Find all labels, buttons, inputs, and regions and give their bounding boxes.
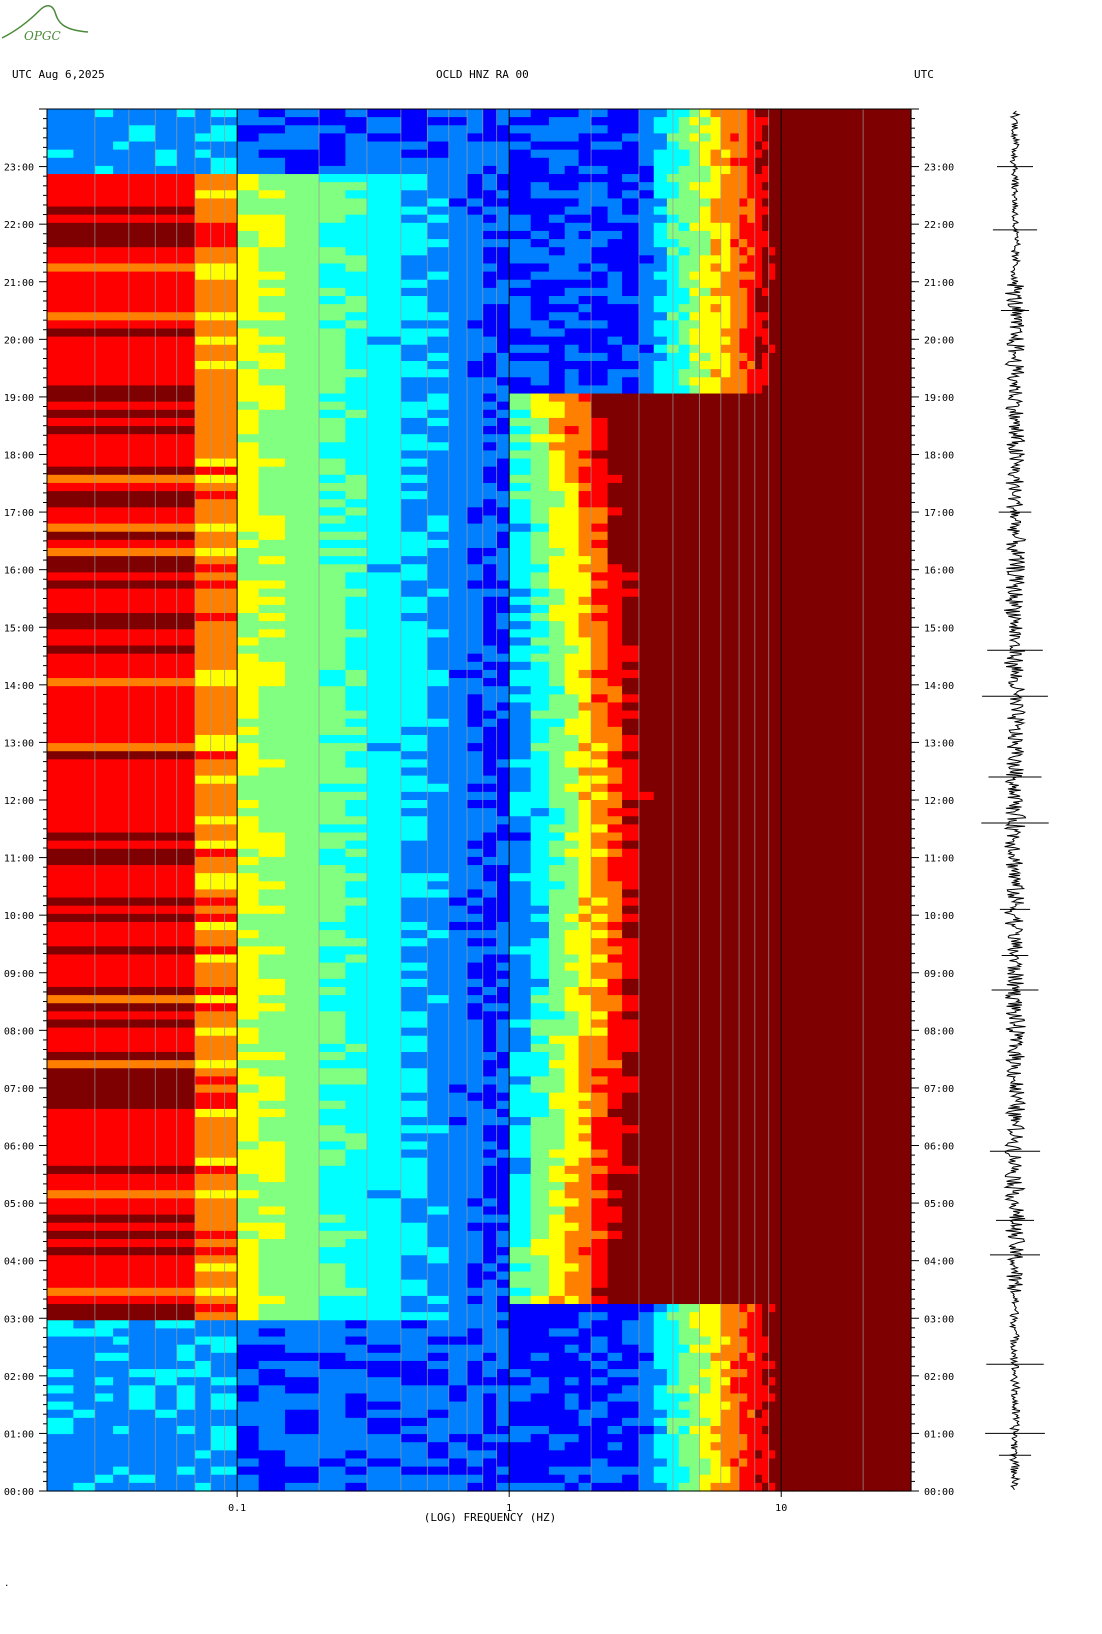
y-tick-label-right: 00:00	[924, 1487, 954, 1498]
y-tick-label-right: 14:00	[924, 681, 954, 692]
footer-mark: .	[4, 1579, 9, 1589]
y-tick-label-right: 04:00	[924, 1257, 954, 1268]
y-tick-label-right: 10:00	[924, 911, 954, 922]
y-tick-label-right: 21:00	[924, 278, 954, 289]
y-tick-label-left: 00:00	[4, 1487, 34, 1498]
y-tick-label-left: 05:00	[4, 1199, 34, 1210]
y-tick-label-left: 03:00	[4, 1314, 34, 1325]
y-tick-label-left: 20:00	[4, 335, 34, 346]
frequency-grid	[94, 109, 912, 1491]
y-tick-label-right: 22:00	[924, 220, 954, 231]
y-tick-label-right: 15:00	[924, 623, 954, 634]
y-tick-label-right: 17:00	[924, 508, 954, 519]
opgc-logo: OPGC	[1, 5, 89, 43]
y-tick-label-right: 05:00	[924, 1199, 954, 1210]
y-tick-label-right: 16:00	[924, 566, 954, 577]
y-tick-label-right: 19:00	[924, 393, 954, 404]
logo-mountain-icon	[1, 5, 89, 39]
y-tick-label-left: 09:00	[4, 969, 34, 980]
axis-labels: 00:00 00:00 01:00 01:00 02:00 02:00 03:00 03:00…	[4, 163, 954, 1514]
y-tick-label-right: 01:00	[924, 1429, 954, 1440]
header-right: UTC	[914, 68, 934, 81]
x-axis-label: (LOG) FREQUENCY (HZ)	[424, 1511, 556, 1524]
y-tick-label-right: 12:00	[924, 796, 954, 807]
y-tick-label-left: 07:00	[4, 1084, 34, 1095]
x-tick-label: 1	[506, 1503, 512, 1514]
y-tick-label-right: 20:00	[924, 335, 954, 346]
y-tick-label-right: 08:00	[924, 1026, 954, 1037]
axis-ticks	[39, 108, 919, 1497]
y-tick-label-left: 06:00	[4, 1142, 34, 1153]
y-tick-label-right: 07:00	[924, 1084, 954, 1095]
x-tick-label: 0.1	[228, 1503, 246, 1514]
y-tick-label-left: 16:00	[4, 566, 34, 577]
y-tick-label-left: 08:00	[4, 1026, 34, 1037]
y-tick-label-left: 18:00	[4, 451, 34, 462]
y-tick-label-left: 23:00	[4, 163, 34, 174]
y-tick-label-right: 09:00	[924, 969, 954, 980]
y-tick-label-left: 10:00	[4, 911, 34, 922]
y-tick-label-left: 12:00	[4, 796, 34, 807]
header-center: OCLD HNZ RA 00	[436, 68, 529, 81]
y-tick-label-left: 19:00	[4, 393, 34, 404]
spectrogram-heatmap	[47, 109, 912, 1492]
y-tick-label-left: 02:00	[4, 1372, 34, 1383]
y-tick-label-right: 03:00	[924, 1314, 954, 1325]
y-tick-label-left: 04:00	[4, 1257, 34, 1268]
y-tick-label-right: 02:00	[924, 1372, 954, 1383]
y-tick-label-right: 06:00	[924, 1142, 954, 1153]
y-tick-label-right: 18:00	[924, 451, 954, 462]
y-tick-label-left: 13:00	[4, 738, 34, 749]
y-tick-label-left: 17:00	[4, 508, 34, 519]
seismogram-waveform	[1003, 110, 1027, 1491]
y-tick-label-right: 23:00	[924, 163, 954, 174]
y-tick-label-left: 01:00	[4, 1429, 34, 1440]
y-tick-label-left: 21:00	[4, 278, 34, 289]
y-tick-label-left: 22:00	[4, 220, 34, 231]
y-tick-label-right: 11:00	[924, 854, 954, 865]
y-tick-label-right: 13:00	[924, 738, 954, 749]
logo-text: OPGC	[24, 29, 61, 43]
y-tick-label-left: 11:00	[4, 854, 34, 865]
y-tick-label-left: 14:00	[4, 681, 34, 692]
x-tick-label: 10	[775, 1503, 787, 1514]
header-left: UTC Aug 6,2025	[12, 68, 105, 81]
y-tick-label-left: 15:00	[4, 623, 34, 634]
